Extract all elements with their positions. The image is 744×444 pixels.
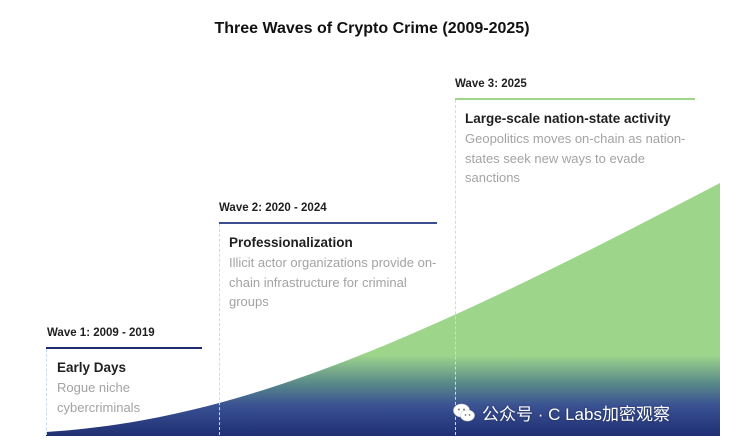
wechat-icon	[453, 403, 475, 421]
wave-3-rule	[455, 98, 695, 100]
wave-3-description: Geopolitics moves on-chain as nation-sta…	[465, 131, 686, 185]
watermark-text: 公众号 · C Labs加密观察	[482, 405, 670, 424]
wave-2-description: Illicit actor organizations provide on-c…	[229, 255, 437, 309]
wave-2-heading: Professionalization	[229, 235, 353, 250]
watermark: 公众号 · C Labs加密观察	[452, 400, 670, 425]
wave-1-description: Rogue niche cybercriminals	[57, 380, 141, 415]
wave-1-label: Wave 1: 2009 - 2019	[47, 327, 155, 339]
curve-area	[46, 183, 720, 436]
wave-3-heading: Large-scale nation-state activity	[465, 111, 671, 126]
wave-3-label: Wave 3: 2025	[455, 78, 527, 90]
wave-2-rule	[219, 222, 437, 224]
wave-2-label: Wave 2: 2020 - 2024	[219, 202, 327, 214]
wave-1-rule	[46, 347, 202, 349]
wave-1-dashed-line	[46, 349, 47, 435]
diagram-title: Three Waves of Crypto Crime (2009-2025)	[214, 20, 530, 37]
wave-1-heading: Early Days	[57, 360, 127, 375]
wave-3-dashed-line	[455, 100, 456, 435]
wave-2-dashed-line	[219, 224, 220, 435]
